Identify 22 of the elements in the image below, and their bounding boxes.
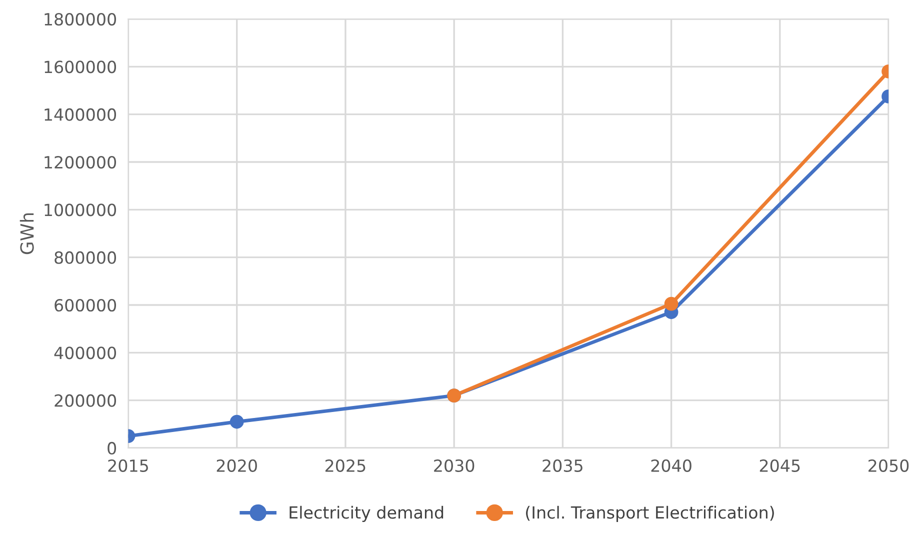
x-tick-label: 2015 xyxy=(108,459,148,472)
y-tick-label: 0 xyxy=(108,442,116,455)
legend-label: Electricity demand xyxy=(290,506,444,522)
x-tick-label: 2030 xyxy=(434,459,474,472)
y-axis-title: GWh xyxy=(20,213,34,254)
y-tick-label: 1200000 xyxy=(44,156,116,169)
y-tick-label: 1400000 xyxy=(44,108,116,121)
y-tick-label: 800000 xyxy=(54,251,116,264)
point xyxy=(664,296,678,311)
legend-label: (Incl. Transport Electrification) xyxy=(526,506,774,522)
x-tick-label: 2035 xyxy=(542,459,582,472)
y-tick-label: 200000 xyxy=(54,394,116,407)
x-tick-label: 2045 xyxy=(760,459,800,472)
x-tick-label: 2020 xyxy=(216,459,257,472)
y-tick-label: 1600000 xyxy=(44,60,116,74)
y-tick-label: 1800000 xyxy=(44,12,116,26)
y-tick-label: 1000000 xyxy=(44,204,116,216)
y-tick-label: 400000 xyxy=(54,346,116,360)
x-tick-label: 2025 xyxy=(325,459,366,472)
y-tick-label: 600000 xyxy=(54,298,116,312)
x-tick-label: 2040 xyxy=(651,459,692,472)
x-tick-label: 2050 xyxy=(868,459,909,472)
